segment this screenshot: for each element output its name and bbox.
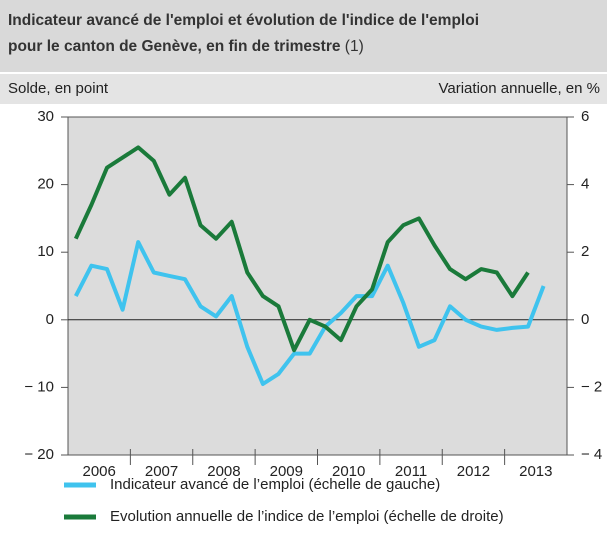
x-tick-label: 2006	[83, 463, 116, 480]
x-tick-label: 2009	[270, 463, 303, 480]
y2-axis-label: Variation annuelle, en %	[439, 80, 601, 97]
x-tick-label: 2013	[519, 463, 552, 480]
chart-title: pour le canton de Genève, en fin de trim…	[8, 38, 341, 55]
y-axis-label: Solde, en point	[8, 80, 109, 97]
series-line	[73, 145, 530, 353]
x-tick-label: 2007	[145, 463, 178, 480]
chart-title: Indicateur avancé de l'emploi et évoluti…	[8, 12, 479, 29]
y-tick-label: 10	[37, 243, 54, 260]
x-tick-label: 2011	[395, 463, 427, 480]
legend-label: Indicateur avancé de l’emploi (échelle d…	[110, 476, 440, 493]
title-background	[0, 0, 607, 72]
chart-title: pour le canton de Genève, en fin de trim…	[8, 38, 364, 55]
title-note: (1)	[345, 38, 364, 55]
y2-tick-label: 6	[581, 108, 589, 125]
y2-tick-label: − 4	[581, 446, 602, 463]
x-tick-label: 2012	[457, 463, 490, 480]
y-tick-label: 20	[37, 176, 54, 193]
y2-tick-label: − 2	[581, 378, 602, 395]
y2-tick-label: 2	[581, 243, 589, 260]
y-tick-label: − 10	[24, 378, 54, 395]
y-tick-label: 0	[46, 311, 54, 328]
series-line	[74, 240, 546, 386]
y-tick-label: − 20	[24, 446, 54, 463]
y-tick-label: 30	[37, 108, 54, 125]
plot-area	[67, 116, 568, 456]
y2-tick-label: 0	[581, 311, 589, 328]
legend-label: Evolution annuelle de l’indice de l’empl…	[110, 508, 504, 525]
x-tick-label: 2010	[332, 463, 365, 480]
x-tick-label: 2008	[207, 463, 240, 480]
y2-tick-label: 4	[581, 176, 589, 193]
axis-label-background	[0, 74, 607, 104]
